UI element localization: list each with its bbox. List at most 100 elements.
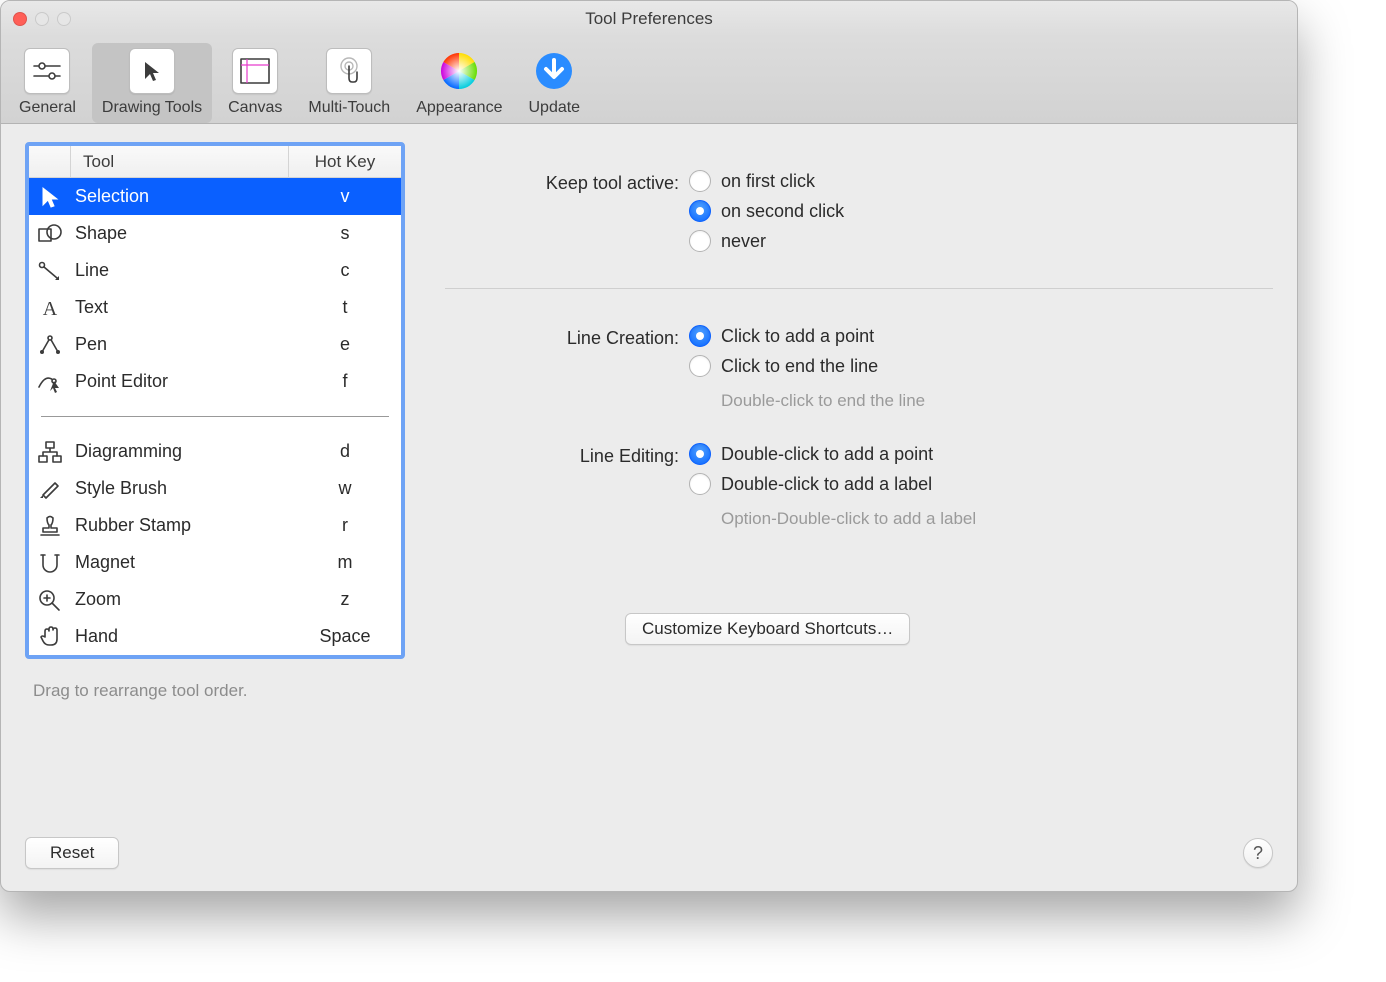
tool-name: Magnet — [71, 552, 289, 573]
radio-button[interactable] — [689, 325, 711, 347]
toolbar-tab-update[interactable]: Update — [518, 43, 590, 123]
toolbar-tab-label: General — [19, 99, 76, 117]
tool-hotkey: t — [289, 297, 401, 318]
tool-row-text[interactable]: A Textt — [29, 289, 401, 326]
pen-icon — [29, 334, 71, 356]
right-column: Keep tool active: on first click on secon… — [445, 142, 1273, 854]
tool-name: Shape — [71, 223, 289, 244]
radio-label: Click to end the line — [721, 356, 878, 377]
radio-button[interactable] — [689, 443, 711, 465]
reorder-hint: Drag to rearrange tool order. — [33, 681, 405, 701]
window-title: Tool Preferences — [1, 9, 1297, 29]
titlebar: Tool Preferences — [1, 1, 1297, 37]
tool-name: Style Brush — [71, 478, 289, 499]
keep-active-option[interactable]: on first click — [689, 170, 844, 192]
line-creation-hint: Double-click to end the line — [721, 391, 925, 411]
radio-label: never — [721, 231, 766, 252]
tool-name: Pen — [71, 334, 289, 355]
tool-hotkey: f — [289, 371, 401, 392]
tool-row-selection[interactable]: Selectionv — [29, 178, 401, 215]
tool-group-separator — [29, 400, 401, 433]
tool-hotkey: Space — [289, 626, 401, 647]
zoom-icon — [29, 588, 71, 612]
pointeditor-icon — [29, 371, 71, 393]
line-creation-option[interactable]: Click to add a point — [689, 325, 925, 347]
tool-name: Diagramming — [71, 441, 289, 462]
line-icon — [29, 260, 71, 282]
tool-row-shape[interactable]: Shapes — [29, 215, 401, 252]
radio-button[interactable] — [689, 355, 711, 377]
tool-hotkey: v — [289, 186, 401, 207]
footer: Reset ? — [1, 821, 1297, 891]
keep-active-label: Keep tool active: — [445, 170, 689, 194]
keep-active-option[interactable]: never — [689, 230, 844, 252]
column-header-tool: Tool — [71, 146, 289, 177]
canvas-icon — [231, 47, 279, 95]
stamp-icon — [29, 514, 71, 538]
preferences-window: Tool Preferences General Drawing Tools Can… — [0, 0, 1298, 892]
toolbar-tab-label: Appearance — [416, 99, 502, 117]
line-creation-option[interactable]: Click to end the line — [689, 355, 925, 377]
tool-row-line[interactable]: Linec — [29, 252, 401, 289]
line-creation-label: Line Creation: — [445, 325, 689, 349]
toolbar-tab-label: Drawing Tools — [102, 99, 202, 117]
touch-icon — [325, 47, 373, 95]
column-header-hotkey: Hot Key — [289, 146, 401, 177]
radio-label: Click to add a point — [721, 326, 874, 347]
magnet-icon — [29, 551, 71, 575]
diagram-icon — [29, 440, 71, 464]
line-editing-label: Line Editing: — [445, 443, 689, 467]
tool-row-rubber-stamp[interactable]: Rubber Stampr — [29, 507, 401, 544]
tool-table[interactable]: Tool Hot Key SelectionvShapesLinecATextt… — [25, 142, 405, 659]
line-editing-hint: Option-Double-click to add a label — [721, 509, 976, 529]
tool-hotkey: z — [289, 589, 401, 610]
cursor-icon — [128, 47, 176, 95]
toolbar-tab-canvas[interactable]: Canvas — [218, 43, 292, 123]
reset-button[interactable]: Reset — [25, 837, 119, 869]
help-button[interactable]: ? — [1243, 838, 1273, 868]
tool-table-header: Tool Hot Key — [29, 146, 401, 178]
toolbar-tab-drawing-tools[interactable]: Drawing Tools — [92, 43, 212, 123]
tool-row-diagramming[interactable]: Diagrammingd — [29, 433, 401, 470]
tool-name: Line — [71, 260, 289, 281]
line-editing-section: Line Editing: Double-click to add a poin… — [445, 443, 1273, 529]
tool-name: Text — [71, 297, 289, 318]
radio-button[interactable] — [689, 200, 711, 222]
tool-row-hand[interactable]: HandSpace — [29, 618, 401, 655]
tool-row-point-editor[interactable]: Point Editorf — [29, 363, 401, 400]
tool-row-zoom[interactable]: Zoomz — [29, 581, 401, 618]
tool-name: Rubber Stamp — [71, 515, 289, 536]
tool-hotkey: r — [289, 515, 401, 536]
radio-button[interactable] — [689, 170, 711, 192]
download-icon — [530, 47, 578, 95]
text-icon: A — [29, 297, 71, 319]
shape-icon — [29, 223, 71, 245]
cursor-icon — [29, 185, 71, 209]
toolbar-tab-label: Canvas — [228, 99, 282, 117]
tool-hotkey: d — [289, 441, 401, 462]
line-editing-option[interactable]: Double-click to add a point — [689, 443, 976, 465]
tool-hotkey: m — [289, 552, 401, 573]
toolbar-tab-multi-touch[interactable]: Multi-Touch — [298, 43, 400, 123]
tool-hotkey: s — [289, 223, 401, 244]
line-creation-section: Line Creation: Click to add a point Click… — [445, 288, 1273, 529]
tool-name: Selection — [71, 186, 289, 207]
toolbar-tab-appearance[interactable]: Appearance — [406, 43, 512, 123]
radio-label: on first click — [721, 171, 815, 192]
tool-row-style-brush[interactable]: Style Brushw — [29, 470, 401, 507]
radio-button[interactable] — [689, 473, 711, 495]
svg-text:A: A — [43, 298, 58, 319]
tool-name: Hand — [71, 626, 289, 647]
line-editing-option[interactable]: Double-click to add a label — [689, 473, 976, 495]
customize-shortcuts-button[interactable]: Customize Keyboard Shortcuts… — [625, 613, 910, 645]
tool-hotkey: c — [289, 260, 401, 281]
radio-label: Double-click to add a point — [721, 444, 933, 465]
colorwheel-icon — [435, 47, 483, 95]
toolbar-tab-general[interactable]: General — [9, 43, 86, 123]
radio-button[interactable] — [689, 230, 711, 252]
tool-row-magnet[interactable]: Magnetm — [29, 544, 401, 581]
tool-name: Point Editor — [71, 371, 289, 392]
keep-active-option[interactable]: on second click — [689, 200, 844, 222]
tool-hotkey: e — [289, 334, 401, 355]
tool-row-pen[interactable]: Pene — [29, 326, 401, 363]
